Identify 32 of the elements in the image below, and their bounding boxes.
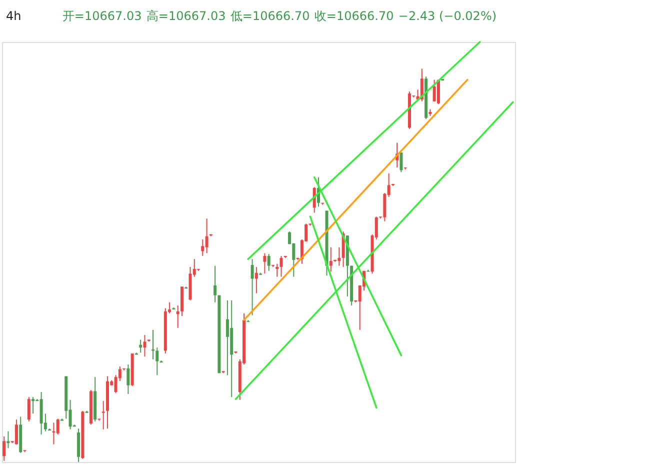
candlestick xyxy=(2,436,6,462)
candlestick xyxy=(329,246,332,272)
candlestick xyxy=(143,334,146,358)
candlestick xyxy=(56,418,60,435)
candlestick xyxy=(280,255,283,278)
candlestick xyxy=(102,400,105,430)
candlestick xyxy=(201,238,204,256)
candlestick xyxy=(14,419,18,445)
text: 高=10667.03 xyxy=(146,9,226,23)
candlestick xyxy=(176,304,180,328)
candlestick xyxy=(32,396,35,414)
text: 收=10666.70 xyxy=(314,9,394,23)
candlestick xyxy=(267,253,270,272)
candlestick xyxy=(156,347,159,376)
chart-title: 4h xyxy=(6,9,22,23)
candlestick xyxy=(263,252,266,274)
text: −2.43 (−0.02%) xyxy=(398,9,497,23)
candlestick xyxy=(27,396,30,422)
candlestick xyxy=(400,152,403,173)
candlestick xyxy=(432,79,436,102)
text: 开=10667.03 xyxy=(62,9,142,23)
candlestick xyxy=(226,300,229,376)
candlestick xyxy=(254,266,258,294)
candlestick xyxy=(214,265,217,303)
candlestick xyxy=(6,430,10,449)
candlestick xyxy=(126,364,130,394)
candlestick xyxy=(205,218,208,254)
candlestick xyxy=(250,258,254,316)
text: 低=10666.70 xyxy=(230,9,310,23)
candlestick xyxy=(276,263,279,278)
candlestick xyxy=(139,339,142,354)
candlestick xyxy=(338,246,341,266)
